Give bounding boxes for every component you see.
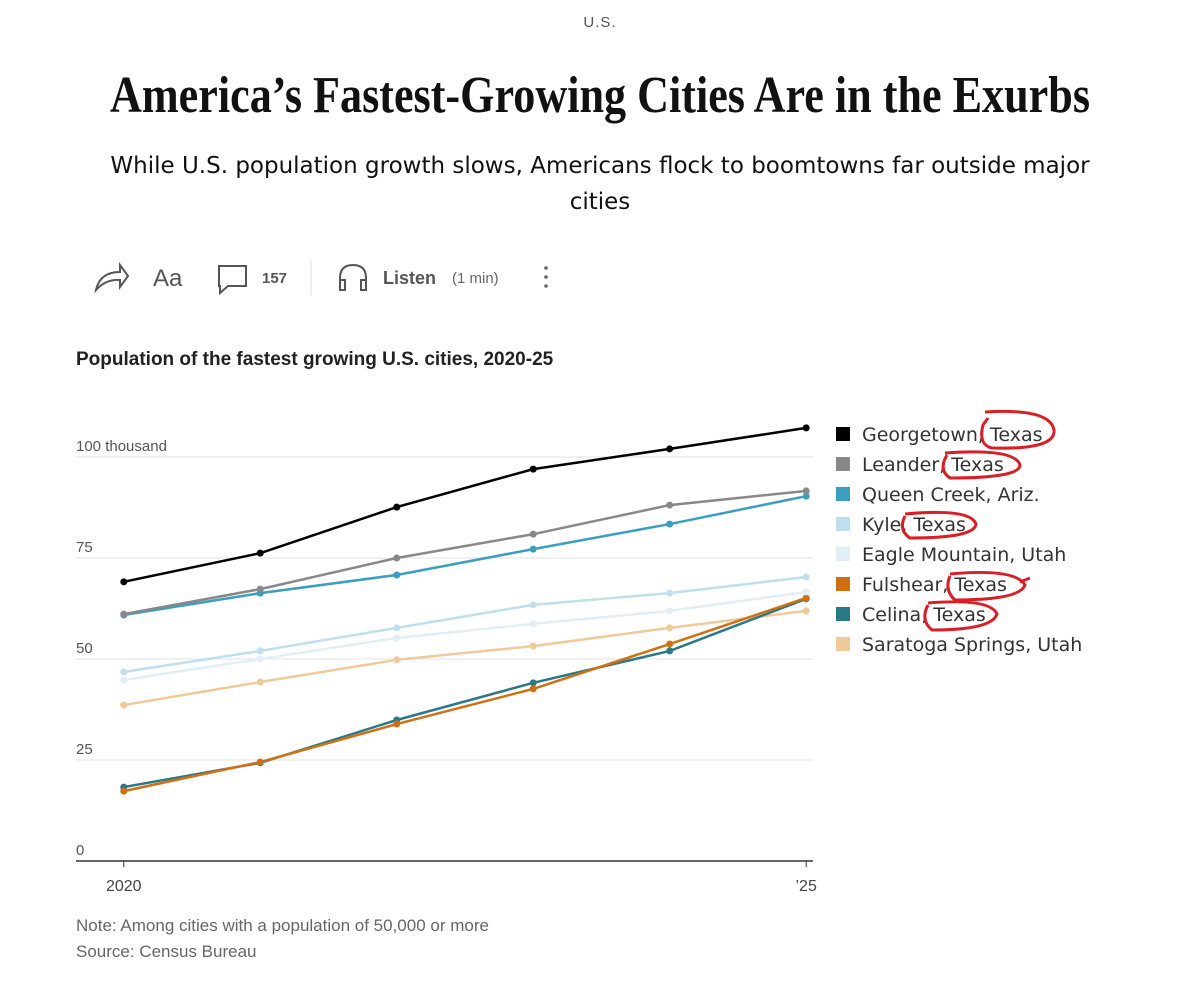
data-point (529, 465, 537, 473)
data-point (802, 588, 810, 596)
data-point (802, 487, 810, 495)
data-point (393, 554, 401, 562)
listen-button[interactable]: Listen (383, 268, 436, 288)
legend-swatch (836, 577, 850, 591)
listen-icon[interactable] (339, 263, 367, 291)
data-point (393, 571, 401, 579)
series-line (123, 596, 807, 793)
red-annotations (900, 409, 1056, 632)
legend-label: Queen Creek, Ariz. (862, 484, 1040, 506)
data-point (666, 647, 674, 655)
legend-swatch (836, 457, 850, 471)
series-line (123, 597, 807, 789)
y-tick-label: 100 thousand (76, 438, 167, 455)
legend-swatch (836, 547, 850, 561)
data-point (802, 607, 810, 615)
y-tick-label: 50 (76, 640, 93, 657)
legend-swatch (836, 517, 850, 531)
comment-icon[interactable] (218, 265, 247, 296)
data-point (666, 501, 674, 509)
data-point (120, 610, 128, 618)
headline: America’s Fastest-Growing Cities Are in … (110, 67, 1090, 124)
data-point (666, 640, 674, 648)
toolbar-icons (94, 261, 367, 296)
chart-note: Note: Among cities with a population of … (76, 916, 489, 935)
legend-swatch (836, 487, 850, 501)
data-point (666, 624, 674, 632)
data-point (256, 655, 264, 663)
data-point (393, 634, 401, 642)
y-tick-label: 25 (76, 741, 93, 758)
data-point (393, 656, 401, 664)
data-point (529, 601, 537, 609)
series-line (123, 609, 807, 707)
more-menu[interactable] (544, 266, 548, 288)
data-point (120, 676, 128, 684)
data-point (393, 503, 401, 511)
data-point (666, 520, 674, 528)
data-point (529, 530, 537, 538)
series-line (123, 426, 807, 584)
data-point (666, 445, 674, 453)
section-label[interactable]: U.S. (583, 14, 617, 31)
data-point (393, 624, 401, 632)
data-point (256, 585, 264, 593)
data-point (393, 720, 401, 728)
data-point (529, 685, 537, 693)
legend-label: Georgetown, Texas (862, 424, 1043, 446)
legend-label: Saratoga Springs, Utah (862, 634, 1082, 656)
data-point (256, 549, 264, 557)
legend-label: Kyle, Texas (862, 514, 966, 536)
listen-duration: (1 min) (452, 270, 499, 287)
data-point (256, 758, 264, 766)
data-point (529, 545, 537, 553)
y-tick-label: 75 (76, 539, 93, 556)
data-point (120, 668, 128, 676)
chart-title: Population of the fastest growing U.S. c… (76, 349, 554, 370)
data-point (666, 607, 674, 615)
comment-count[interactable]: 157 (262, 270, 287, 287)
legend-swatch (836, 427, 850, 441)
data-point (256, 678, 264, 686)
x-tick-label: ’25 (795, 878, 816, 895)
series-line (123, 575, 807, 674)
data-point (120, 701, 128, 709)
legend-label: Fulshear, Texas (862, 574, 1007, 596)
share-icon[interactable] (94, 261, 130, 294)
data-point (529, 679, 537, 687)
data-point (120, 578, 128, 586)
data-point (802, 492, 810, 500)
subtitle: While U.S. population growth slows, Amer… (110, 153, 1090, 215)
data-point (802, 594, 810, 602)
data-point (529, 620, 537, 628)
legend-swatch (836, 637, 850, 651)
text-size-button[interactable]: Aa (153, 265, 183, 292)
data-point (802, 424, 810, 432)
data-point (120, 787, 128, 795)
y-tick-label: 0 (76, 842, 84, 859)
series-line (123, 494, 807, 617)
series-line (123, 489, 807, 616)
legend-label: Leander, Texas (862, 454, 1004, 476)
data-point (666, 589, 674, 597)
data-point (529, 642, 537, 650)
legend-swatch (836, 607, 850, 621)
chart: 0 25 50 75 100 thousand 2020 ’25 Georgetown, Te… (76, 424, 1082, 895)
x-tick-label: 2020 (106, 878, 142, 895)
data-point (802, 573, 810, 581)
data-point (256, 647, 264, 655)
legend-label: Eagle Mountain, Utah (862, 544, 1066, 566)
chart-source: Source: Census Bureau (76, 942, 257, 961)
series-line (123, 590, 807, 682)
